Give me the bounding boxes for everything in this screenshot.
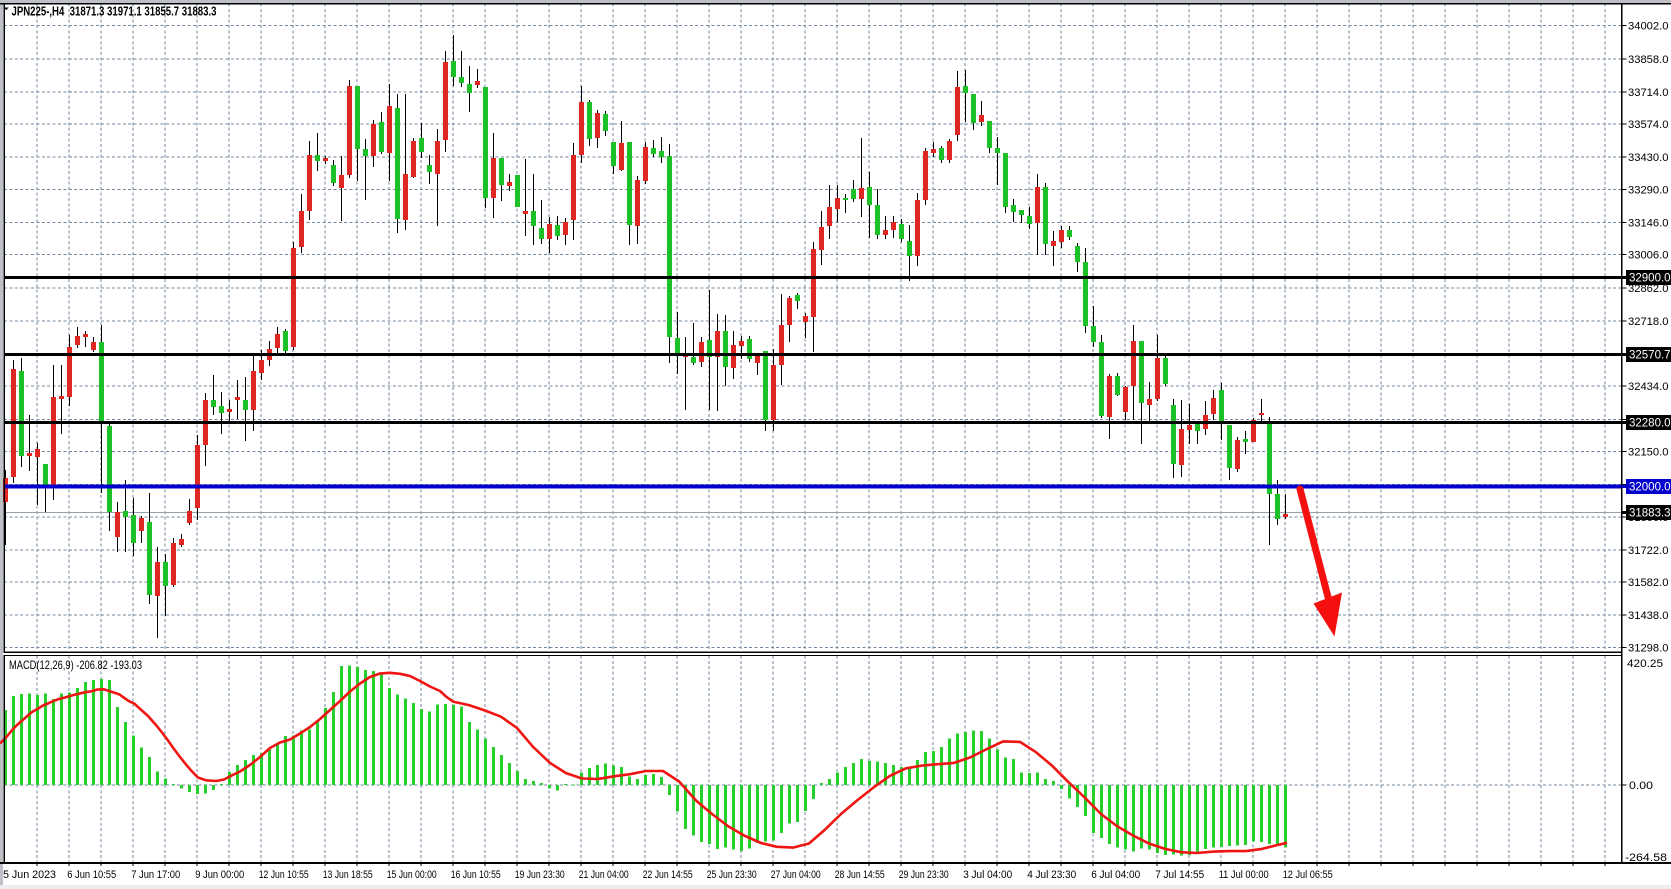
svg-text:9 Jun 00:00: 9 Jun 00:00 bbox=[195, 869, 244, 881]
svg-text:33714.0: 33714.0 bbox=[1628, 87, 1669, 99]
svg-text:28 Jun 14:55: 28 Jun 14:55 bbox=[835, 869, 885, 881]
svg-text:32570.7: 32570.7 bbox=[1629, 350, 1671, 362]
svg-text:31298.0: 31298.0 bbox=[1628, 642, 1669, 654]
svg-text:7 Jul 14:55: 7 Jul 14:55 bbox=[1155, 869, 1204, 881]
svg-text:31438.0: 31438.0 bbox=[1628, 610, 1669, 622]
svg-text:32862.0: 32862.0 bbox=[1628, 283, 1669, 295]
svg-text:4 Jul 23:30: 4 Jul 23:30 bbox=[1027, 869, 1076, 881]
svg-text:JPN225-,H4 31871.3 31971.1 31: JPN225-,H4 31871.3 31971.1 31855.7 31883… bbox=[12, 5, 217, 19]
svg-text:13 Jun 18:55: 13 Jun 18:55 bbox=[323, 869, 373, 881]
svg-text:21 Jun 04:00: 21 Jun 04:00 bbox=[579, 869, 629, 881]
svg-text:32900.0: 32900.0 bbox=[1629, 273, 1671, 285]
svg-text:33146.0: 33146.0 bbox=[1628, 218, 1669, 230]
svg-text:15 Jun 00:00: 15 Jun 00:00 bbox=[387, 869, 437, 881]
svg-text:31722.0: 31722.0 bbox=[1628, 545, 1669, 557]
svg-text:16 Jun 10:55: 16 Jun 10:55 bbox=[451, 869, 501, 881]
svg-text:6 Jul 04:00: 6 Jul 04:00 bbox=[1091, 869, 1140, 881]
svg-text:32150.0: 32150.0 bbox=[1628, 447, 1669, 459]
svg-text:22 Jun 14:55: 22 Jun 14:55 bbox=[643, 869, 693, 881]
svg-text:11 Jul 00:00: 11 Jul 00:00 bbox=[1219, 869, 1269, 881]
svg-text:34002.0: 34002.0 bbox=[1628, 21, 1669, 33]
svg-text:33006.0: 33006.0 bbox=[1628, 250, 1669, 262]
svg-text:33430.0: 33430.0 bbox=[1628, 152, 1669, 164]
svg-text:420.25: 420.25 bbox=[1627, 658, 1663, 670]
svg-text:12 Jun 10:55: 12 Jun 10:55 bbox=[259, 869, 309, 881]
svg-text:-264.58: -264.58 bbox=[1625, 852, 1667, 864]
svg-text:MACD(12,26,9) -206.82 -193.03: MACD(12,26,9) -206.82 -193.03 bbox=[9, 658, 142, 672]
svg-text:32718.0: 32718.0 bbox=[1628, 316, 1669, 328]
svg-text:7 Jun 17:00: 7 Jun 17:00 bbox=[131, 869, 180, 881]
svg-text:33290.0: 33290.0 bbox=[1628, 184, 1669, 196]
svg-text:27 Jun 04:00: 27 Jun 04:00 bbox=[771, 869, 821, 881]
svg-text:29 Jun 23:30: 29 Jun 23:30 bbox=[899, 869, 949, 881]
svg-text:32000.0: 32000.0 bbox=[1629, 482, 1671, 494]
svg-text:33574.0: 33574.0 bbox=[1628, 119, 1669, 131]
svg-text:25 Jun 23:30: 25 Jun 23:30 bbox=[707, 869, 757, 881]
svg-text:19 Jun 23:30: 19 Jun 23:30 bbox=[515, 869, 565, 881]
svg-text:3 Jul 04:00: 3 Jul 04:00 bbox=[963, 869, 1012, 881]
svg-text:0.00: 0.00 bbox=[1629, 780, 1653, 792]
svg-text:6 Jun 10:55: 6 Jun 10:55 bbox=[67, 869, 116, 881]
svg-text:5 Jun 2023: 5 Jun 2023 bbox=[3, 869, 56, 881]
svg-text:31582.0: 31582.0 bbox=[1628, 577, 1669, 589]
svg-text:32434.0: 32434.0 bbox=[1628, 381, 1669, 393]
svg-text:31883.3: 31883.3 bbox=[1629, 508, 1671, 520]
svg-text:32280.0: 32280.0 bbox=[1629, 417, 1671, 429]
svg-text:33858.0: 33858.0 bbox=[1628, 54, 1669, 66]
svg-text:12 Jul 06:55: 12 Jul 06:55 bbox=[1283, 869, 1333, 881]
